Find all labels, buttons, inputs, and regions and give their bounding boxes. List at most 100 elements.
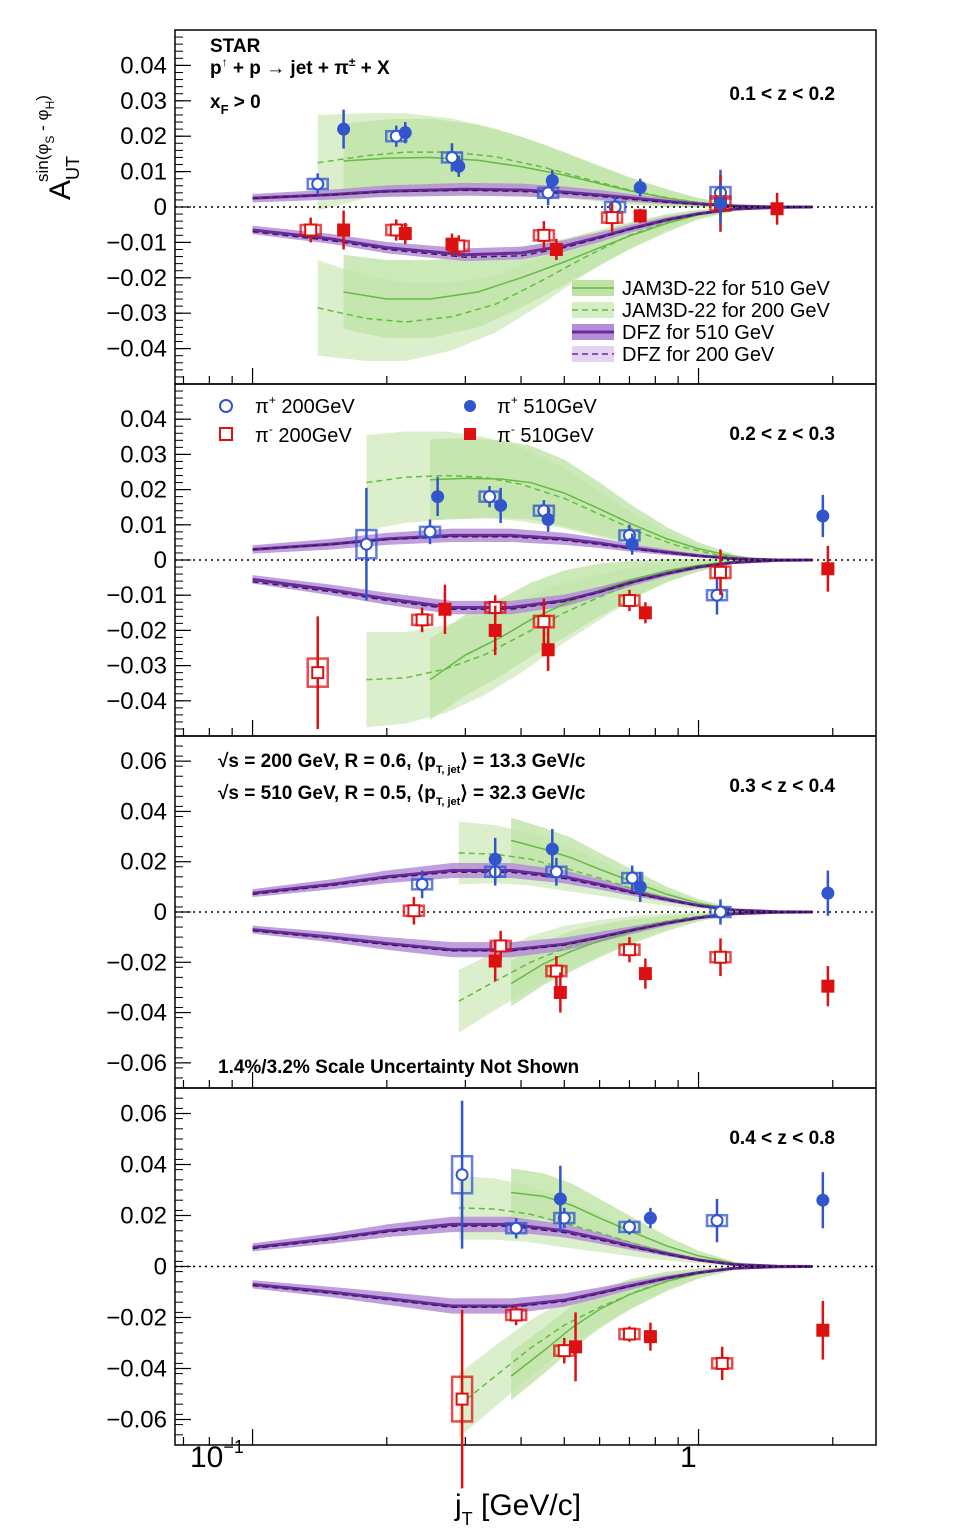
legend-label-jam510: JAM3D-22 for 510 GeV (622, 278, 831, 300)
y-ticks: −0.06 −0.04 −0.02 0 0.02 0.04 0.06 (106, 735, 191, 1089)
data-point (605, 211, 619, 225)
data-point (622, 593, 636, 607)
panels: −0.04 −0.03 −0.02 −0.01 0 0.01 0.02 0.03 0.04 0.1… (106, 29, 877, 1489)
y-tick-label: −0.02 (106, 617, 167, 644)
y-tick-label: 0.01 (120, 159, 167, 186)
y-ticks: −0.04 −0.03 −0.02 −0.01 0 0.01 0.02 0.03 0.04 (106, 383, 191, 737)
jam200-curve-plus (366, 474, 750, 560)
jam510-band-plus (430, 437, 764, 560)
dfz200-curve-minus (252, 559, 813, 610)
z-range-label: 0.1 < z < 0.2 (729, 84, 835, 105)
data-point (633, 181, 647, 195)
data-point (713, 905, 727, 919)
data-point (622, 943, 636, 957)
y-tick-label: −0.04 (106, 336, 167, 363)
data-point (821, 979, 835, 993)
data-point (557, 1344, 571, 1358)
header-star: STAR (210, 36, 261, 57)
data-point (455, 1392, 469, 1406)
y-tick-label: 0 (154, 1254, 167, 1281)
legend-marker-pim200 (219, 427, 233, 441)
panel-4: −0.06 −0.04 −0.02 0 0.02 0.04 0.06 0.4 < z < 0.… (106, 1087, 877, 1489)
legend-label-pip510: π+ 510GeV (497, 393, 597, 418)
data-point (337, 122, 351, 136)
x-axis-title: jT [GeV/c] (454, 1489, 581, 1529)
data-point (398, 227, 412, 241)
data-point (337, 223, 351, 237)
y-axis-title-text: AUTsin(φS - φH) (33, 95, 83, 200)
legend-marker-pip200 (219, 399, 233, 413)
legend-label-pim510: π- 510GeV (497, 422, 594, 447)
dfz200-curve-minus (252, 1265, 813, 1309)
y-tick-label: 0.02 (120, 477, 167, 504)
theory-legend: JAM3D-22 for 510 GeV JAM3D-22 for 200 Ge… (572, 278, 831, 366)
y-tick-label: −0.04 (106, 1000, 167, 1027)
y-tick-label: 0.04 (120, 1152, 167, 1179)
series-pim200 (402, 896, 732, 987)
y-tick-label: 0.04 (120, 798, 167, 825)
data-point (643, 1211, 657, 1225)
y-ticks: −0.04 −0.03 −0.02 −0.01 0 0.01 0.02 0.03 0.04 (106, 29, 191, 385)
data-point (545, 842, 559, 856)
jam510-band-minus (343, 207, 764, 338)
y-tick-label: −0.01 (106, 582, 167, 609)
data-point (643, 1330, 657, 1344)
y-tick-label: 0.02 (120, 849, 167, 876)
y-tick-label: −0.03 (106, 653, 167, 680)
x-ticks (182, 1429, 834, 1445)
series-pim510 (438, 545, 835, 671)
data-point (622, 1220, 636, 1234)
kinematics-annotation: √s = 200 GeV, R = 0.6, ⟨pT, jet⟩ = 13.3 … (218, 751, 586, 808)
y-tick-label: 0.03 (120, 441, 167, 468)
dfz510-curve-minus (252, 205, 813, 257)
data-point (710, 1214, 724, 1228)
y-ticks: −0.06 −0.04 −0.02 0 0.02 0.04 0.06 (106, 1087, 191, 1446)
data-point (713, 196, 727, 210)
jam510-band-plus (511, 817, 764, 912)
data-point (311, 666, 325, 680)
y-tick-label: 0.06 (120, 1101, 167, 1128)
data-point (509, 1308, 523, 1322)
legend-label-jam200: JAM3D-22 for 200 GeV (622, 300, 831, 322)
jam510-band-minus (511, 1266, 764, 1401)
data-point (541, 513, 555, 527)
z-range-label: 0.3 < z < 0.4 (729, 776, 835, 797)
y-tick-label: −0.06 (106, 1407, 167, 1434)
dfz510-band-minus (252, 912, 813, 958)
data-point (715, 1356, 729, 1370)
x-tick-label-1: 1 (680, 1441, 697, 1474)
data-point (537, 615, 551, 629)
y-tick-label: 0.04 (120, 406, 167, 433)
data-point (816, 509, 830, 523)
data-point (398, 126, 412, 140)
legend-label-dfz510: DFZ for 510 GeV (622, 322, 775, 344)
data-point (549, 242, 563, 256)
dfz200-curve-plus (252, 1225, 813, 1268)
scale-note: 1.4%/3.2% Scale Uncertainty Not Shown (218, 1057, 579, 1078)
series-pim200 (306, 549, 732, 729)
kin-line-200: √s = 200 GeV, R = 0.6, ⟨pT, jet⟩ = 13.3 … (218, 751, 586, 776)
y-tick-label: 0.03 (120, 88, 167, 115)
kin-line-510: √s = 510 GeV, R = 0.5, ⟨pT, jet⟩ = 32.3 … (218, 783, 586, 808)
data-point (488, 623, 502, 637)
data-point (638, 606, 652, 620)
data-point (638, 967, 652, 981)
series-pip200 (355, 486, 729, 615)
y-tick-label: −0.01 (106, 229, 167, 256)
series-pim200 (450, 1304, 734, 1489)
x-ticks (182, 1072, 834, 1088)
data-point (545, 173, 559, 187)
y-tick-label: −0.06 (106, 1050, 167, 1077)
data-point (625, 871, 639, 885)
data-point (304, 223, 318, 237)
y-tick-label: −0.04 (106, 1356, 167, 1383)
series-pim510 (569, 1300, 830, 1382)
z-range-label: 0.4 < z < 0.8 (729, 1128, 835, 1149)
data-point (553, 985, 567, 999)
dfz510-band-minus (252, 1266, 813, 1314)
jam200-curve-minus (366, 559, 750, 681)
data-point (537, 228, 551, 242)
jam510-band-minus (430, 558, 764, 721)
y-tick-label: −0.02 (106, 949, 167, 976)
header-xf: xF > 0 (210, 92, 261, 117)
